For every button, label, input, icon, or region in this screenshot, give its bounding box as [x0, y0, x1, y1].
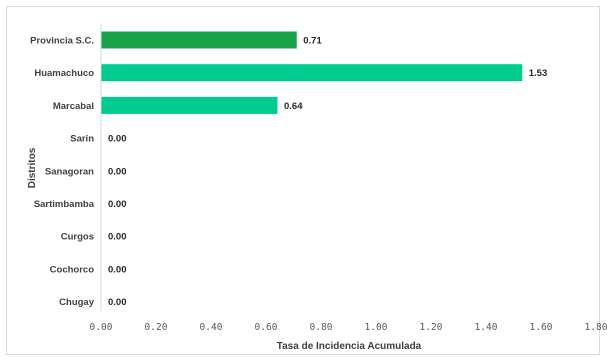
- y-axis-title: Distritos: [27, 147, 38, 188]
- value-label: 0.00: [108, 199, 127, 210]
- bar: [101, 96, 278, 114]
- value-label: 0.00: [108, 166, 127, 177]
- x-tick-label: 0.80: [310, 322, 333, 333]
- value-label: 0.00: [108, 232, 127, 243]
- value-label: 0.64: [284, 101, 303, 112]
- x-tick-label: 0.60: [255, 322, 278, 333]
- value-label: 0.00: [108, 264, 127, 275]
- category-label: Cochorco: [50, 264, 95, 275]
- value-label: 0.00: [108, 134, 127, 145]
- x-tick-label: 1.20: [420, 322, 443, 333]
- category-label: Marcabal: [53, 101, 94, 112]
- x-tick-label: 1.80: [585, 322, 607, 333]
- bar: [101, 64, 523, 82]
- x-tick-label: 1.60: [530, 322, 553, 333]
- bar: [101, 31, 297, 49]
- x-tick-label: 0.40: [200, 322, 223, 333]
- value-label: 0.00: [108, 297, 127, 308]
- x-axis-title: Tasa de Incidencia Acumulada: [277, 341, 422, 352]
- x-tick-label: 1.40: [475, 322, 498, 333]
- x-tick-labels: 0.00 0.20 0.40 0.60 0.80 1.00 1.20 1.40 1.60 1.80: [90, 322, 607, 333]
- value-labels: 0.71 1.53 0.64 0.00 0.00 0.00 0.00 0.00 0.00: [108, 36, 547, 309]
- bars: [101, 31, 523, 114]
- category-labels: Provincia S.C. Huamachuco Marcabal Sarin San…: [30, 36, 95, 309]
- category-label: Sanagoran: [45, 166, 94, 177]
- x-tick-label: 1.00: [365, 322, 388, 333]
- category-label: Sartimbamba: [34, 199, 95, 210]
- x-tick-label: 0.00: [90, 322, 113, 333]
- category-label: Sarin: [70, 134, 94, 145]
- chart-frame: [6, 6, 600, 355]
- category-label: Huamachuco: [34, 68, 94, 79]
- value-label: 0.71: [303, 36, 322, 47]
- value-label: 1.53: [529, 68, 548, 79]
- x-tick-label: 0.20: [145, 322, 168, 333]
- category-label: Chugay: [59, 297, 95, 308]
- category-label: Curgos: [61, 232, 94, 243]
- category-label: Provincia S.C.: [30, 36, 94, 47]
